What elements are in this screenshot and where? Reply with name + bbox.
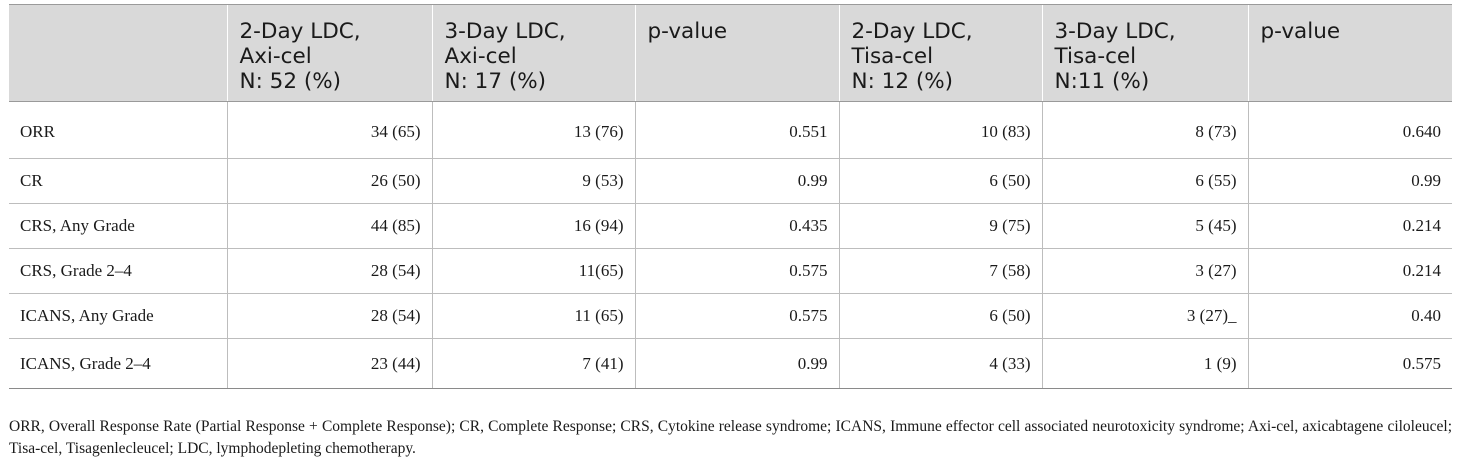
header-line: N: 17 (%) xyxy=(444,69,547,94)
table-cell: 0.551 xyxy=(634,101,839,159)
header-line: 2-Day LDC, xyxy=(239,19,361,44)
table-cell: 28 (54) xyxy=(226,248,432,294)
table-row: CR 26 (50) 9 (53) 0.99 6 (50) 6 (55) 0.9… xyxy=(9,158,1452,204)
table-cell: 8 (73) xyxy=(1041,101,1248,159)
table-cell: 16 (94) xyxy=(431,203,635,249)
header-line: N: 12 (%) xyxy=(851,69,954,94)
header-line: 3-Day LDC, xyxy=(1054,19,1176,44)
row-label: CR xyxy=(9,158,227,204)
row-label: ORR xyxy=(9,101,227,159)
table-footnote: ORR, Overall Response Rate (Partial Resp… xyxy=(9,418,1452,457)
table-cell: 26 (50) xyxy=(226,158,432,204)
header-line: N: 52 (%) xyxy=(239,69,342,94)
table-cell: 23 (44) xyxy=(226,338,432,389)
header-line: N:11 (%) xyxy=(1054,69,1150,94)
table-cell: 13 (76) xyxy=(431,101,635,159)
table-cell: 11(65) xyxy=(431,248,635,294)
header-cell-3day-tisacel: 3-Day LDC, Tisa-cel N:11 (%) xyxy=(1041,4,1248,102)
table-cell: 6 (55) xyxy=(1041,158,1248,204)
table-row: ICANS, Grade 2–4 23 (44) 7 (41) 0.99 4 (… xyxy=(9,338,1452,389)
table-cell: 4 (33) xyxy=(838,338,1042,389)
header-line: Axi-cel xyxy=(444,44,517,69)
header-cell-blank xyxy=(9,4,227,102)
header-line: Tisa-cel xyxy=(1054,44,1137,69)
header-line: p-value xyxy=(1260,19,1341,44)
table-row: ORR 34 (65) 13 (76) 0.551 10 (83) 8 (73)… xyxy=(9,101,1452,159)
table-cell: 5 (45) xyxy=(1041,203,1248,249)
table-cell: 0.214 xyxy=(1247,203,1452,249)
header-line: 3-Day LDC, xyxy=(444,19,566,44)
table-cell: 9 (53) xyxy=(431,158,635,204)
table-cell: 0.99 xyxy=(1247,158,1452,204)
table-cell: 0.99 xyxy=(634,338,839,389)
header-cell-pvalue-tisacel: p-value xyxy=(1247,4,1452,102)
table-cell: 3 (27) xyxy=(1041,248,1248,294)
row-label: ICANS, Grade 2–4 xyxy=(9,338,227,389)
table-cell: 10 (83) xyxy=(838,101,1042,159)
header-cell-2day-axicel: 2-Day LDC, Axi-cel N: 52 (%) xyxy=(226,4,432,102)
table-cell: 44 (85) xyxy=(226,203,432,249)
row-label: CRS, Any Grade xyxy=(9,203,227,249)
table-cell: 6 (50) xyxy=(838,158,1042,204)
table-cell: 7 (41) xyxy=(431,338,635,389)
table-cell: 7 (58) xyxy=(838,248,1042,294)
table-cell: 1 (9) xyxy=(1041,338,1248,389)
header-line: p-value xyxy=(647,19,728,44)
table-cell: 0.640 xyxy=(1247,101,1452,159)
table-cell: 9 (75) xyxy=(838,203,1042,249)
table-row: CRS, Any Grade 44 (85) 16 (94) 0.435 9 (… xyxy=(9,203,1452,249)
header-cell-2day-tisacel: 2-Day LDC, Tisa-cel N: 12 (%) xyxy=(838,4,1042,102)
table-cell: 0.575 xyxy=(634,248,839,294)
header-cell-3day-axicel: 3-Day LDC, Axi-cel N: 17 (%) xyxy=(431,4,635,102)
table-cell: 6 (50) xyxy=(838,293,1042,339)
table-cell: 0.214 xyxy=(1247,248,1452,294)
results-table: 2-Day LDC, Axi-cel N: 52 (%) 3-Day LDC, … xyxy=(9,4,1452,389)
table-cell: 0.575 xyxy=(634,293,839,339)
results-table-container: 2-Day LDC, Axi-cel N: 52 (%) 3-Day LDC, … xyxy=(9,4,1452,389)
table-row: ICANS, Any Grade 28 (54) 11 (65) 0.575 6… xyxy=(9,293,1452,339)
table-cell: 0.99 xyxy=(634,158,839,204)
table-cell: 3 (27)_ xyxy=(1041,293,1248,339)
row-label: CRS, Grade 2–4 xyxy=(9,248,227,294)
header-line: 2-Day LDC, xyxy=(851,19,973,44)
header-row: 2-Day LDC, Axi-cel N: 52 (%) 3-Day LDC, … xyxy=(9,4,1452,102)
table-cell: 28 (54) xyxy=(226,293,432,339)
table-cell: 34 (65) xyxy=(226,101,432,159)
row-label: ICANS, Any Grade xyxy=(9,293,227,339)
header-cell-pvalue-axicel: p-value xyxy=(634,4,839,102)
header-line: Tisa-cel xyxy=(851,44,934,69)
table-cell: 0.435 xyxy=(634,203,839,249)
table-cell: 0.575 xyxy=(1247,338,1452,389)
table-cell: 11 (65) xyxy=(431,293,635,339)
table-cell: 0.40 xyxy=(1247,293,1452,339)
header-line: Axi-cel xyxy=(239,44,312,69)
table-row: CRS, Grade 2–4 28 (54) 11(65) 0.575 7 (5… xyxy=(9,248,1452,294)
